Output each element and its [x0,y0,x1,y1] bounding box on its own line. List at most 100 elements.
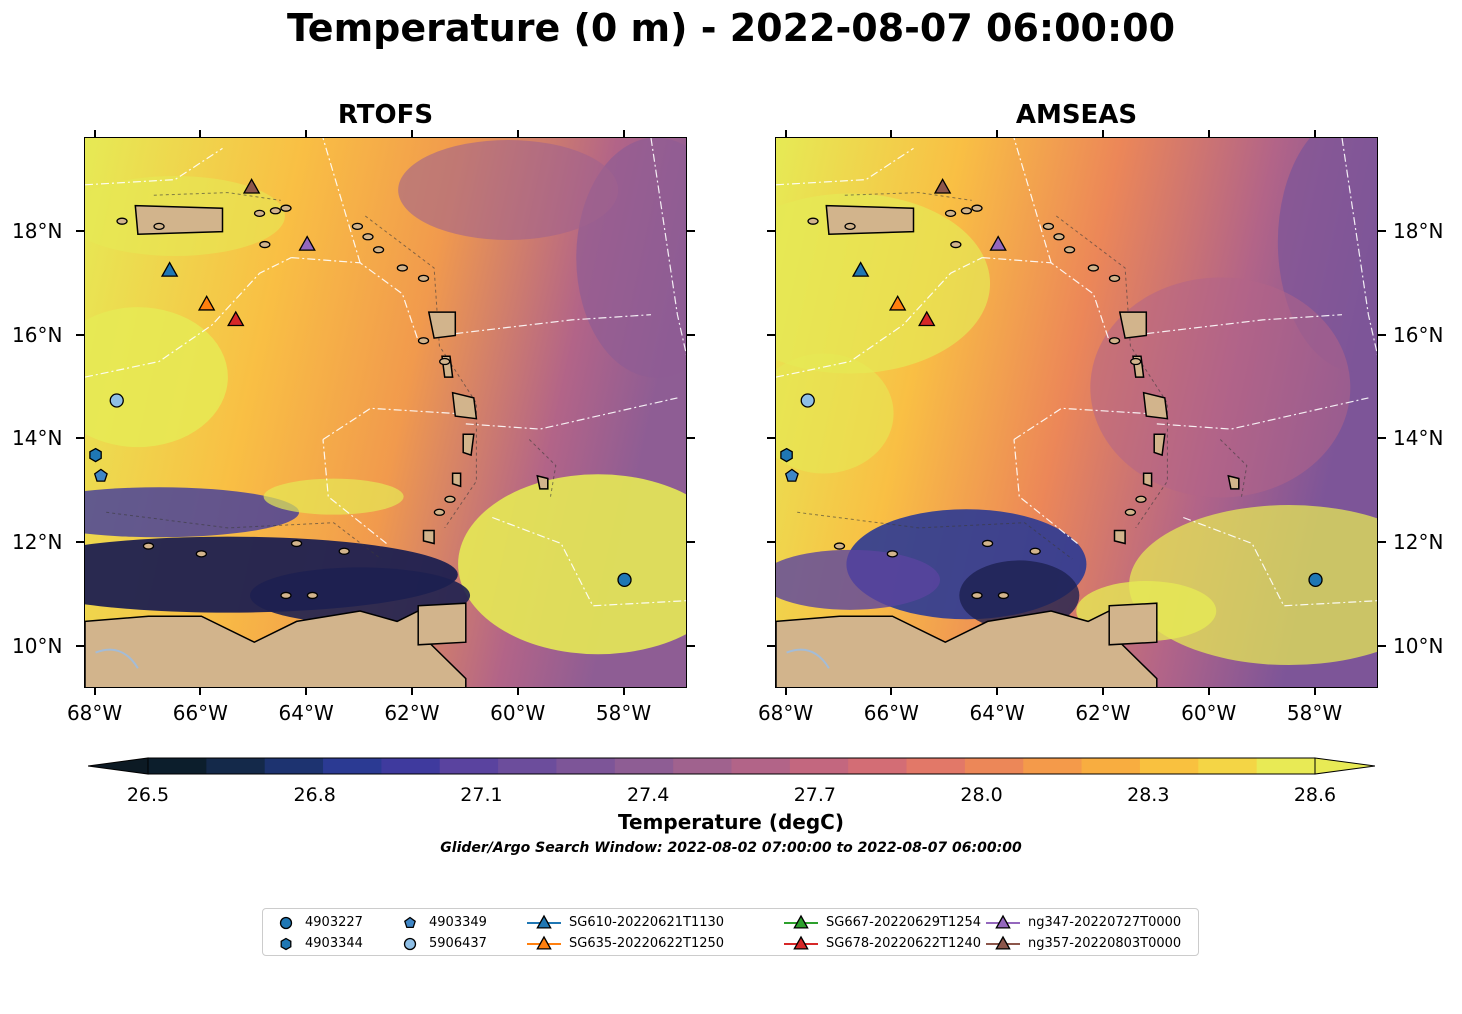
lat-tick-mark [767,541,775,544]
lat-tick-mark [767,229,775,232]
marker-ng347-20220727T0000 [298,235,316,251]
lon-tick-label: 62°W [384,701,440,725]
colorbar-segment [614,758,674,774]
lat-tick-mark [1378,333,1386,336]
small-island [1108,337,1121,345]
lon-tick-mark [516,130,519,137]
small-island [844,222,856,231]
lat-tick-mark [76,333,84,336]
land-stvincent [1142,472,1153,488]
legend-item: SG667-20220629T1254 [784,912,981,932]
lat-tick-mark [687,229,695,232]
colorbar-tick-label: 26.8 [293,784,336,806]
eez-boundary [322,439,387,544]
bathymetry-contour [844,192,972,201]
lon-tick-mark [93,688,96,695]
land-stvincent [451,472,462,488]
land-barbados [1227,474,1240,490]
marker-ng357-20220803T0000 [242,178,261,194]
marker-ng347-20220727T0000 [989,235,1007,251]
panel-title-rtofs: RTOFS [337,100,434,130]
legend-label: ng357-20220803T0000 [1028,935,1182,951]
land-puertoRico [134,204,224,235]
lat-tick-mark [687,645,695,648]
lat-tick-mark [767,645,775,648]
lon-tick-mark [890,130,893,137]
lat-tick-mark [76,437,84,440]
small-island [351,222,364,231]
lat-tick-mark [76,645,84,648]
small-island [362,233,374,241]
small-island [950,240,962,249]
eez-boundary [776,257,983,378]
marker-ng357-20220803T0000 [933,178,952,194]
lat-tick-label-right: 16°N [1393,322,1444,347]
legend-label: 4903349 [429,914,487,930]
land-guadeloupe [1118,311,1148,339]
map-panel-amseas [775,137,1378,688]
lon-tick-label: 58°W [595,701,652,725]
eez-boundary [1013,439,1078,544]
marker-argo-4903227 [1308,572,1323,587]
legend-symbol [793,914,809,929]
marker-SG610-20220621T1130 [160,261,179,277]
lon-tick-mark [1313,688,1316,695]
eez-boundary [322,407,456,441]
legend-label: SG610-20220621T1130 [569,914,725,930]
lat-tick-mark [1378,541,1386,544]
lon-tick-mark [622,130,625,137]
temperature-field-patch [85,487,300,538]
lon-tick-label: 58°W [1286,701,1343,725]
small-island [971,204,983,212]
lon-tick-mark [199,688,202,695]
lat-tick-mark [1378,229,1386,232]
colorbar [88,757,1375,775]
lon-tick-mark [622,688,625,695]
legend-label: ng347-20220727T0000 [1028,914,1182,930]
bathymetry-contour [153,192,281,201]
small-island [971,591,983,600]
map-rtofs [85,138,686,687]
legend-item: 4903227 [275,912,363,932]
land-stlucia [1153,433,1166,457]
land-martinique [1142,391,1169,420]
colorbar-tick-label: 28.3 [1127,784,1170,806]
temperature-field-patch [250,567,471,624]
legend-label: SG635-20220622T1250 [569,935,725,951]
lon-tick-label: 68°W [757,701,814,725]
colorbar-segment [1198,758,1258,774]
lat-tick-mark [687,541,695,544]
lon-tick-mark [996,130,999,137]
legend-symbol [404,916,416,929]
colorbar-tick-label: 26.5 [126,784,170,806]
colorbar-tick-label: 28.6 [1293,784,1337,806]
small-island [195,550,208,558]
lon-tick-mark [890,688,893,695]
eez-boundary [322,138,361,263]
small-island [1042,222,1055,231]
small-island [269,207,282,215]
legend-item: 4903344 [275,933,363,953]
lat-tick-mark [1378,645,1386,648]
legend-symbol [536,914,552,929]
small-island [1124,508,1137,516]
map-amseas [776,138,1377,687]
eez-boundary [1013,138,1052,263]
lon-tick-label: 66°W [172,701,228,725]
eez-boundary [982,257,1110,341]
lon-tick-mark [1313,130,1316,137]
eez-boundary [492,516,686,607]
lon-tick-mark [996,688,999,695]
lon-tick-label: 68°W [66,701,123,725]
small-island [981,539,994,548]
small-island [1029,547,1041,555]
small-island [1053,233,1065,241]
lat-tick-mark [687,333,695,336]
colorbar-tick-label: 27.7 [793,784,836,806]
bathymetry-contour [528,439,557,497]
temperature-field-patch [776,549,941,610]
temperature-field-patch [398,139,619,240]
bathymetry-contour [1055,215,1168,529]
colorbar-segment [964,758,1024,774]
bathymetry-contour [797,511,1073,560]
